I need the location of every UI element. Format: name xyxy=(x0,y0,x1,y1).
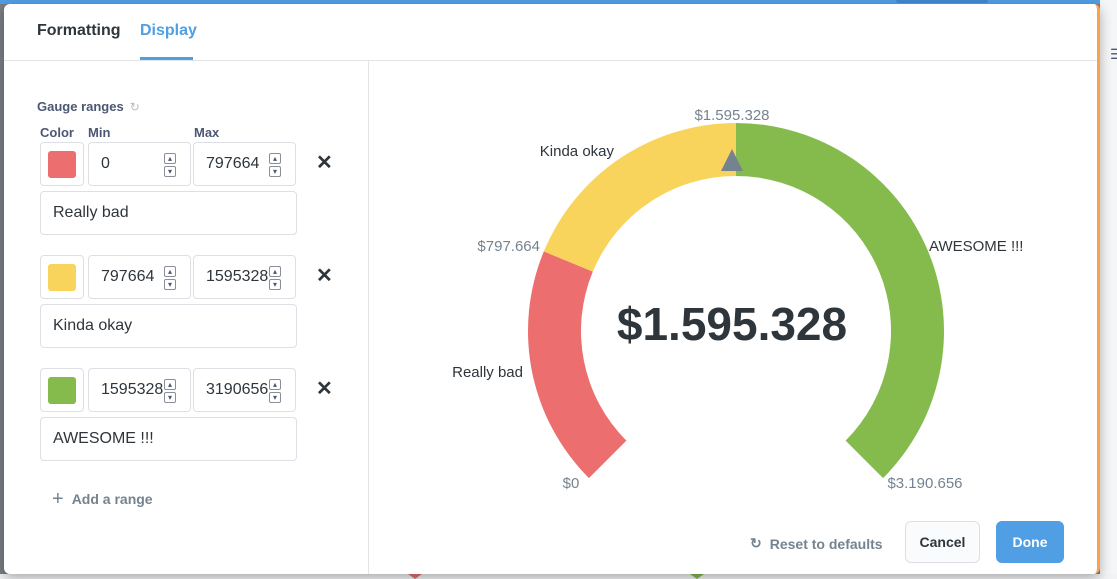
color-swatch xyxy=(48,377,76,404)
min-value: 0 xyxy=(101,155,110,172)
tab-formatting[interactable]: Formatting xyxy=(37,22,121,39)
range-label-value: Kinda okay xyxy=(53,317,133,334)
min-value: 797664 xyxy=(101,268,155,285)
gauge-chart: $0 $797.664 $1.595.328 $3.190.656 Really bad… xyxy=(452,107,1023,492)
reset-label: Reset to defaults xyxy=(769,535,883,552)
step-down-icon[interactable]: ▾ xyxy=(269,392,281,403)
column-min-label: Min xyxy=(88,125,111,140)
tick-label: $1.595.328 xyxy=(694,107,769,124)
gauge-segment xyxy=(528,251,627,479)
gauge-ranges-header: Gauge ranges ↻ xyxy=(37,99,140,114)
done-button[interactable]: Done xyxy=(996,521,1064,563)
gauge-preview: $0 $797.664 $1.595.328 $3.190.656 Really bad… xyxy=(369,61,1097,574)
gauge-ranges-panel: Gauge ranges ↻ Color Min Max 0 ▴ ▾ 797664… xyxy=(4,61,368,574)
max-input[interactable]: 1595328 ▴ ▾ xyxy=(193,255,296,299)
color-swatch xyxy=(48,264,76,291)
column-color-label: Color xyxy=(40,125,74,140)
app-header-bar xyxy=(0,0,1117,4)
app-header-button xyxy=(896,0,988,3)
number-stepper[interactable]: ▴ ▾ xyxy=(269,379,281,403)
min-input[interactable]: 0 ▴ ▾ xyxy=(88,142,191,186)
step-down-icon[interactable]: ▾ xyxy=(164,279,176,290)
min-value: 1595328 xyxy=(101,381,164,398)
min-input[interactable]: 1595328 ▴ ▾ xyxy=(88,368,191,412)
step-up-icon[interactable]: ▴ xyxy=(164,379,176,390)
remove-range-icon[interactable]: ✕ xyxy=(316,265,333,287)
tab-display[interactable]: Display xyxy=(140,22,197,39)
color-picker[interactable] xyxy=(40,142,84,186)
step-down-icon[interactable]: ▾ xyxy=(164,166,176,177)
tick-label: $0 xyxy=(563,475,580,492)
range-row: 797664 ▴ ▾ 1595328 ▴ ▾ ✕ Kinda okay xyxy=(40,255,340,350)
color-picker[interactable] xyxy=(40,255,84,299)
step-up-icon[interactable]: ▴ xyxy=(164,153,176,164)
step-down-icon[interactable]: ▾ xyxy=(269,279,281,290)
min-input[interactable]: 797664 ▴ ▾ xyxy=(88,255,191,299)
range-label-value: AWESOME !!! xyxy=(53,430,154,447)
max-value: 797664 xyxy=(206,155,260,172)
refresh-icon[interactable]: ↻ xyxy=(129,99,140,114)
number-stepper[interactable]: ▴ ▾ xyxy=(269,266,281,290)
gauge-pointer-icon xyxy=(721,149,743,171)
number-stepper[interactable]: ▴ ▾ xyxy=(164,266,176,290)
color-picker[interactable] xyxy=(40,368,84,412)
max-input[interactable]: 3190656 ▴ ▾ xyxy=(193,368,296,412)
cancel-button[interactable]: Cancel xyxy=(905,521,980,563)
background-marker-icon xyxy=(690,574,704,579)
step-up-icon[interactable]: ▴ xyxy=(269,379,281,390)
plus-icon: + xyxy=(52,488,64,510)
tick-label: $3.190.656 xyxy=(887,475,962,492)
gauge-segment xyxy=(543,122,736,272)
range-label-input[interactable]: Really bad xyxy=(40,191,297,235)
range-label-input[interactable]: Kinda okay xyxy=(40,304,297,348)
tick-label: $797.664 xyxy=(477,238,540,255)
gauge-value: $1.595.328 xyxy=(616,298,848,350)
background-page xyxy=(1100,0,1117,579)
reset-to-defaults-button[interactable]: ↻ Reset to defaults xyxy=(750,535,883,552)
gauge-segment xyxy=(736,123,944,479)
step-up-icon[interactable]: ▴ xyxy=(164,266,176,277)
number-stepper[interactable]: ▴ ▾ xyxy=(164,153,176,177)
background-strip xyxy=(0,574,1117,579)
active-tab-indicator xyxy=(140,57,193,60)
color-swatch xyxy=(48,151,76,178)
range-label-input[interactable]: AWESOME !!! xyxy=(40,417,297,461)
number-stepper[interactable]: ▴ ▾ xyxy=(164,379,176,403)
menu-icon: ☰ xyxy=(1110,46,1117,62)
settings-modal: Formatting Display Gauge ranges ↻ Color … xyxy=(4,4,1100,574)
remove-range-icon[interactable]: ✕ xyxy=(316,378,333,400)
step-down-icon[interactable]: ▾ xyxy=(269,166,281,177)
range-row: 0 ▴ ▾ 797664 ▴ ▾ ✕ Really bad xyxy=(40,142,340,237)
max-value: 3190656 xyxy=(206,381,269,398)
max-value: 1595328 xyxy=(206,268,269,285)
gauge-ranges-title: Gauge ranges xyxy=(37,99,124,114)
segment-label: AWESOME !!! xyxy=(929,238,1023,255)
step-down-icon[interactable]: ▾ xyxy=(164,392,176,403)
number-stepper[interactable]: ▴ ▾ xyxy=(269,153,281,177)
step-up-icon[interactable]: ▴ xyxy=(269,266,281,277)
segment-label: Really bad xyxy=(452,364,523,381)
range-row: 1595328 ▴ ▾ 3190656 ▴ ▾ ✕ AWESOME !!! xyxy=(40,368,340,463)
tab-bar: Formatting Display xyxy=(4,4,1097,61)
background-marker-icon xyxy=(408,574,422,579)
add-range-label: Add a range xyxy=(71,491,153,507)
column-max-label: Max xyxy=(194,125,220,140)
pane-divider xyxy=(368,61,369,574)
reset-icon: ↻ xyxy=(750,535,762,551)
max-input[interactable]: 797664 ▴ ▾ xyxy=(193,142,296,186)
segment-label: Kinda okay xyxy=(540,143,615,160)
add-range-button[interactable]: + Add a range xyxy=(52,488,153,510)
step-up-icon[interactable]: ▴ xyxy=(269,153,281,164)
remove-range-icon[interactable]: ✕ xyxy=(316,152,333,174)
range-label-value: Really bad xyxy=(53,204,129,221)
